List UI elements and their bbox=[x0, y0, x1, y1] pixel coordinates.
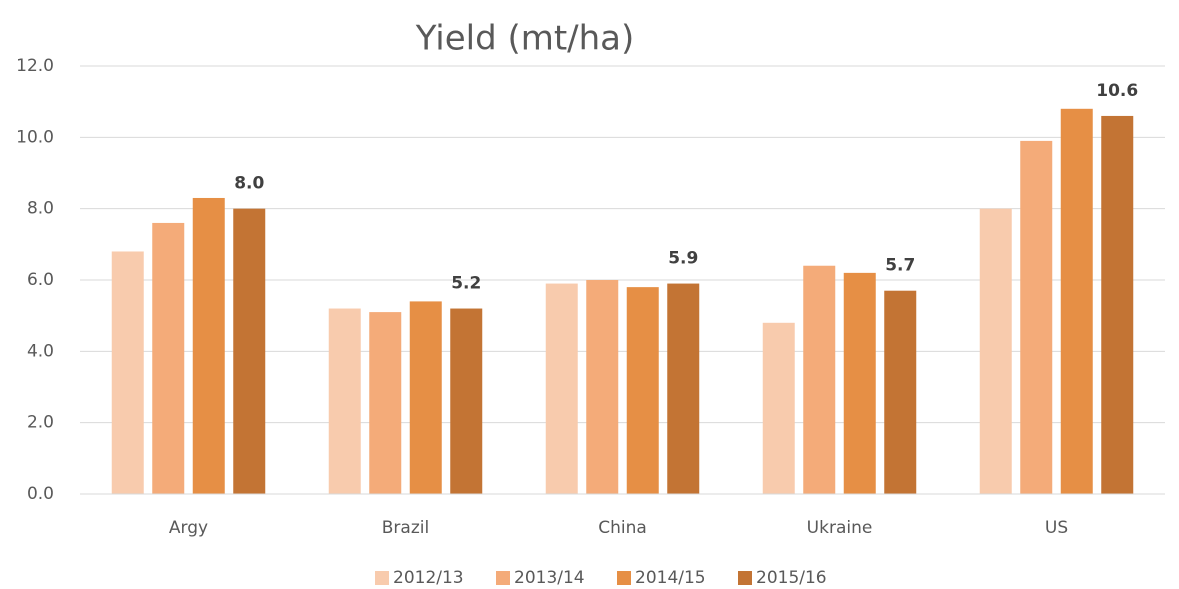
x-tick-label: Ukraine bbox=[807, 518, 873, 538]
data-label: 5.7 bbox=[885, 256, 915, 276]
y-tick-label: 12.0 bbox=[16, 56, 54, 76]
bar bbox=[843, 272, 876, 494]
bar bbox=[803, 265, 836, 494]
data-label: 8.0 bbox=[234, 174, 264, 194]
y-tick-label: 6.0 bbox=[27, 270, 54, 290]
bar bbox=[762, 322, 795, 494]
bar bbox=[233, 208, 266, 494]
legend-swatch bbox=[375, 571, 389, 585]
y-tick-label: 2.0 bbox=[27, 413, 54, 433]
legend-swatch bbox=[617, 571, 631, 585]
y-tick-label: 10.0 bbox=[16, 127, 54, 147]
legend-label: 2014/15 bbox=[635, 568, 706, 588]
legend-label: 2015/16 bbox=[756, 568, 827, 588]
data-label: 10.6 bbox=[1096, 81, 1138, 101]
y-tick-label: 4.0 bbox=[27, 341, 54, 361]
bar bbox=[192, 197, 225, 494]
bar bbox=[884, 290, 917, 494]
data-label: 5.9 bbox=[668, 249, 698, 269]
bar bbox=[626, 287, 659, 494]
bar bbox=[545, 283, 578, 494]
bar bbox=[979, 208, 1012, 494]
data-label: 5.2 bbox=[451, 274, 481, 294]
bar bbox=[1101, 115, 1134, 494]
x-tick-label: China bbox=[598, 518, 647, 538]
y-tick-label: 8.0 bbox=[27, 199, 54, 219]
legend-swatch bbox=[738, 571, 752, 585]
legend-label: 2012/13 bbox=[393, 568, 464, 588]
bar bbox=[369, 312, 402, 494]
bar bbox=[450, 308, 483, 494]
bar bbox=[1020, 140, 1053, 494]
chart-title: Yield (mt/ha) bbox=[415, 19, 635, 59]
legend-label: 2013/14 bbox=[514, 568, 585, 588]
bar bbox=[409, 301, 442, 494]
x-tick-label: Argy bbox=[169, 518, 208, 538]
bar bbox=[1060, 108, 1093, 495]
bar bbox=[667, 283, 700, 494]
x-tick-label: US bbox=[1045, 518, 1068, 538]
x-tick-label: Brazil bbox=[382, 518, 429, 538]
bar bbox=[152, 222, 185, 494]
legend-swatch bbox=[496, 571, 510, 585]
bar bbox=[586, 280, 619, 494]
bar bbox=[328, 308, 361, 494]
bar bbox=[111, 251, 144, 494]
y-tick-label: 0.0 bbox=[27, 484, 54, 504]
